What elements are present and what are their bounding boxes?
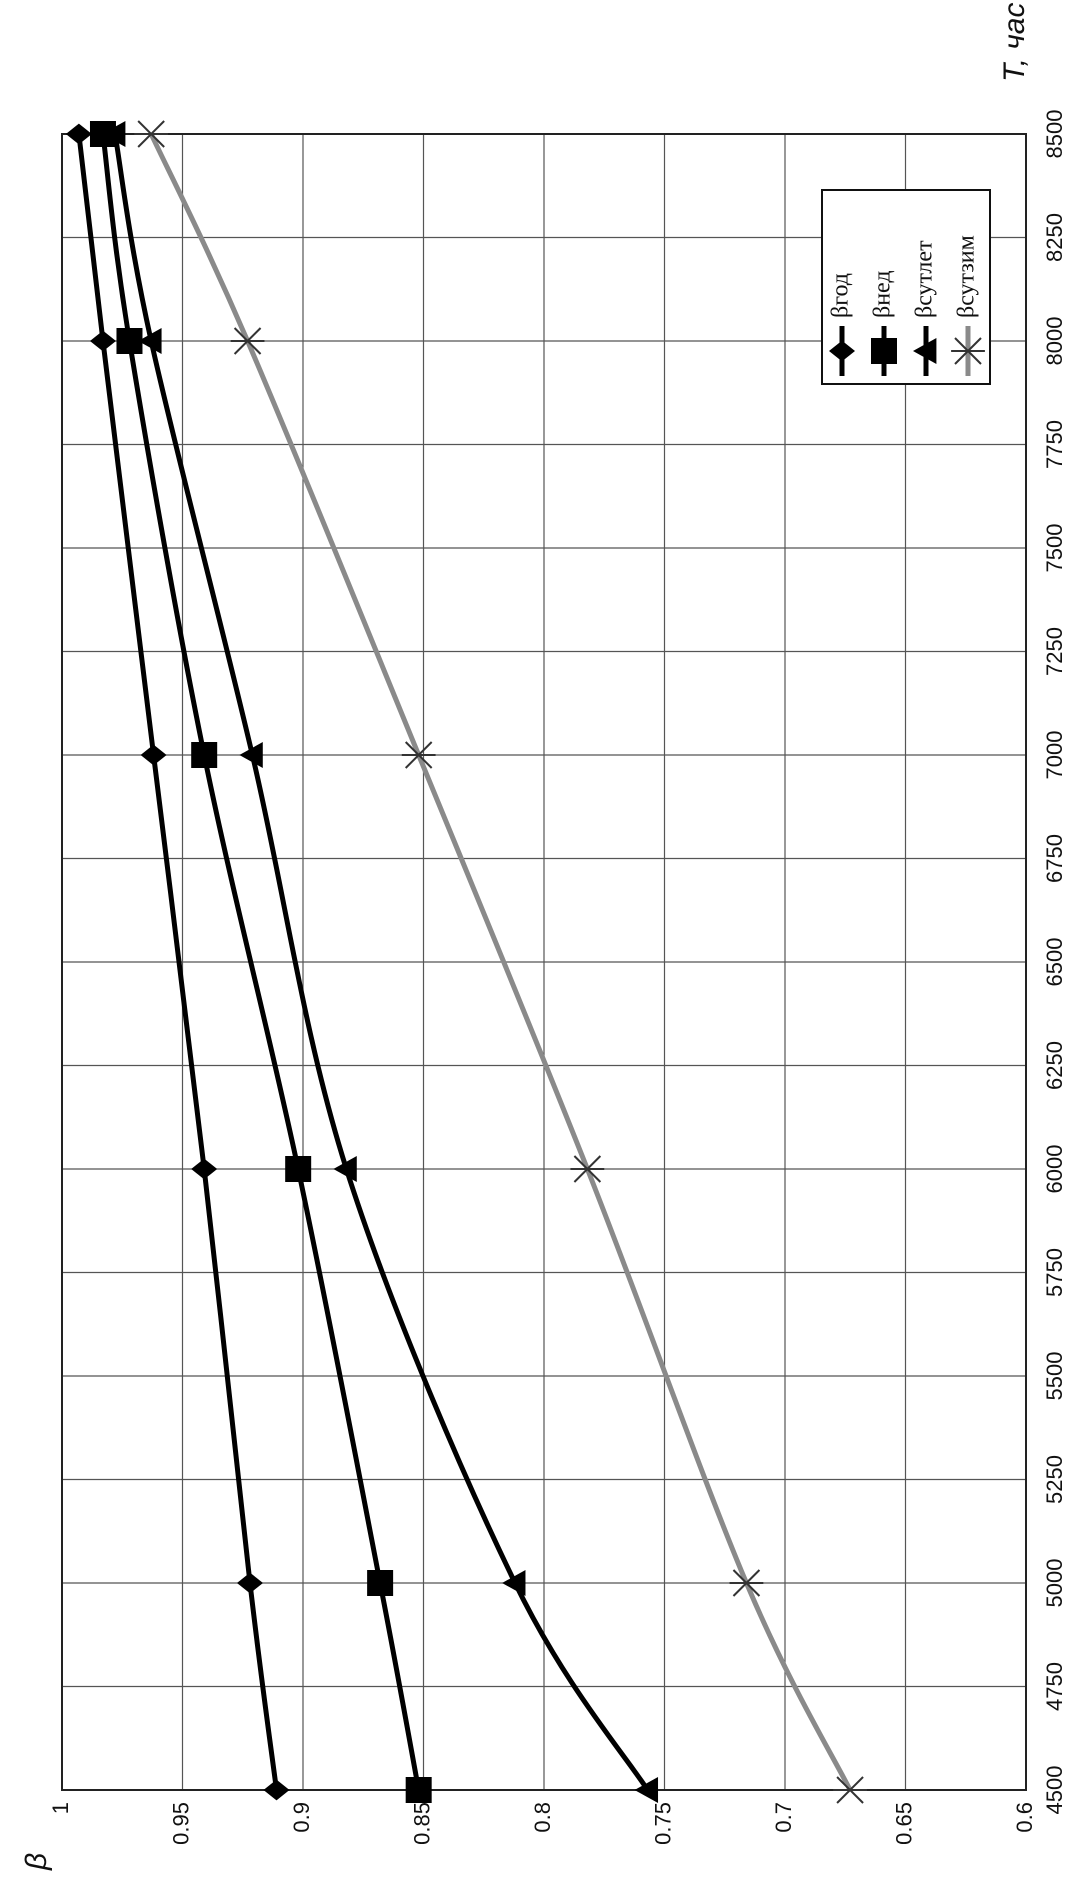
x-tick-label: 8250 <box>1042 213 1067 262</box>
point <box>116 328 143 354</box>
point <box>191 1158 218 1180</box>
point <box>333 1156 357 1182</box>
point <box>239 742 263 768</box>
x-tick-label: 6250 <box>1042 1041 1067 1090</box>
point <box>65 123 92 145</box>
legend-label: βнед <box>870 270 896 318</box>
legend: βгод βнед βсутлет βсутзим <box>821 189 991 385</box>
legend-marker <box>871 338 897 364</box>
point <box>729 1569 764 1597</box>
point <box>138 328 162 354</box>
point <box>367 1570 394 1596</box>
legend-label: βсутлет <box>912 240 938 318</box>
point <box>134 120 169 148</box>
point <box>634 1777 659 1803</box>
rotated-chart: β T, час 0.6 0.65 0.7 0.75 0.8 0.85 0.9 0.95 1 45… <box>20 3 1067 1871</box>
x-tick-label: 8500 <box>1042 110 1067 159</box>
x-tick-label: 7750 <box>1042 420 1067 469</box>
x-tick-label: 4500 <box>1042 1766 1067 1815</box>
y-tick-label: 0.75 <box>650 1802 675 1845</box>
y-tick-label: 1 <box>48 1802 73 1814</box>
point <box>191 742 218 768</box>
point <box>102 121 126 147</box>
point <box>570 1155 605 1183</box>
point <box>89 330 116 352</box>
point <box>285 1156 312 1182</box>
x-tick-label: 6750 <box>1042 834 1067 883</box>
x-tick-label: 7500 <box>1042 524 1067 573</box>
x-tick-label: 4750 <box>1042 1662 1067 1711</box>
legend-label: βгод <box>828 273 854 318</box>
point <box>236 1572 263 1594</box>
x-tick-label: 7000 <box>1042 731 1067 780</box>
x-tick-label: 5750 <box>1042 1248 1067 1297</box>
x-tick-label: 5500 <box>1042 1352 1067 1401</box>
x-tick-label: 6000 <box>1042 1145 1067 1194</box>
point <box>401 741 436 769</box>
y-tick-label: 0.85 <box>409 1802 434 1845</box>
plot-frame <box>61 133 1027 1791</box>
x-tick-label: 5250 <box>1042 1455 1067 1504</box>
y-axis-label: β <box>20 1853 53 1871</box>
y-tick-label: 0.7 <box>771 1802 796 1833</box>
point <box>833 1776 867 1804</box>
x-tick-label: 8000 <box>1042 317 1067 366</box>
point <box>502 1570 526 1596</box>
legend-box <box>821 189 991 385</box>
legend-marker <box>951 337 985 365</box>
point <box>230 327 265 355</box>
legend-label: βсутзим <box>954 235 980 318</box>
legend-marker <box>913 338 937 364</box>
x-tick-label: 7250 <box>1042 627 1067 676</box>
y-tick-label: 0.8 <box>530 1802 555 1833</box>
x-tick-label: 5000 <box>1042 1559 1067 1608</box>
point <box>263 1779 290 1801</box>
y-tick-label: 0.6 <box>1012 1802 1037 1833</box>
point <box>140 744 167 766</box>
x-tick-label: 6500 <box>1042 938 1067 987</box>
point <box>405 1777 432 1803</box>
x-axis-label: T, час <box>998 3 1031 82</box>
y-tick-label: 0.95 <box>168 1802 193 1845</box>
legend-marker <box>829 340 855 362</box>
y-tick-label: 0.65 <box>891 1802 916 1845</box>
y-tick-label: 0.9 <box>289 1802 314 1833</box>
